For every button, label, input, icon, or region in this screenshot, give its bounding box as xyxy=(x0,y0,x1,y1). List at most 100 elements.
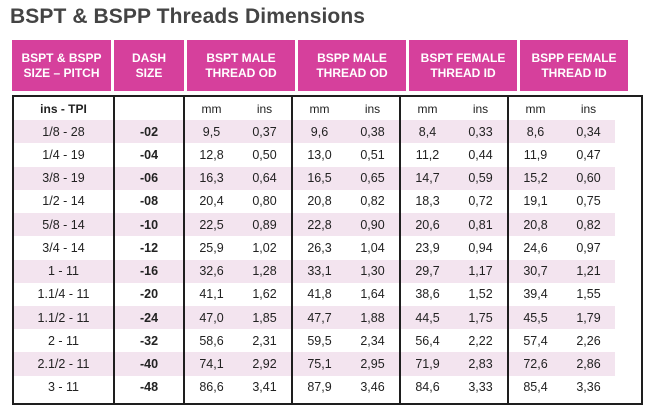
mm-value-cell: 9,5 xyxy=(202,124,221,139)
ins-value-cell: 0,47 xyxy=(576,148,601,163)
table-row: 74,1 2,92 xyxy=(185,352,291,376)
header-bspp-male-od: BSPP MALE THREAD OD xyxy=(298,40,406,91)
mm-value-cell: 45,5 xyxy=(523,310,548,325)
ins-value-cell: 1,28 xyxy=(252,264,277,279)
mm-value-cell: 32,6 xyxy=(199,264,224,279)
dash-size-cell: -08 xyxy=(139,194,159,209)
ins-value-cell: 1,62 xyxy=(252,287,277,302)
mm-value-cell: 24,6 xyxy=(523,240,548,255)
ins-value-cell: 0,94 xyxy=(468,240,493,255)
table-row: 9,6 0,38 xyxy=(293,120,399,144)
ins-value-cell: 0,37 xyxy=(252,124,277,139)
ins-value-cell: 0,44 xyxy=(468,148,493,163)
subheader-mm: mm xyxy=(417,101,438,116)
table-row: 19,1 0,75 xyxy=(509,190,615,213)
bspp-female-id-column: mm ins 8,6 0,34 11,9 0,47 15,2 0,60 19,1 0,75 20,8… xyxy=(507,97,615,403)
table-row: 11,2 0,44 xyxy=(401,143,507,166)
table-row: 41,8 1,64 xyxy=(293,283,399,306)
ins-value-cell: 2,31 xyxy=(252,333,277,348)
table-row: 44,5 1,75 xyxy=(401,305,507,330)
mm-value-cell: 20,8 xyxy=(307,194,332,209)
mm-value-cell: 8,4 xyxy=(418,124,437,139)
ins-value-cell: 1,02 xyxy=(252,240,277,255)
table-row: 84,6 3,33 xyxy=(401,376,507,399)
ins-value-cell: 0,82 xyxy=(360,194,385,209)
table-row: 8,4 0,33 xyxy=(401,120,507,144)
table-row: 56,4 2,22 xyxy=(401,329,507,352)
ins-value-cell: 1,17 xyxy=(468,264,493,279)
ins-value-cell: 2,26 xyxy=(576,333,601,348)
ins-value-cell: 0,89 xyxy=(252,217,277,232)
ins-value-cell: 0,90 xyxy=(360,217,385,232)
size-pitch-cell: 1.1/4 - 11 xyxy=(37,287,90,302)
table-row: 8,6 0,34 xyxy=(509,120,615,144)
subheader-mm: mm xyxy=(201,101,222,116)
dash-size-cell: -32 xyxy=(139,333,159,348)
size-pitch-cell: 3/8 - 19 xyxy=(14,166,113,190)
table-row: 87,9 3,46 xyxy=(293,376,399,399)
mm-value-cell: 44,5 xyxy=(415,310,440,325)
ins-value-cell: 0,59 xyxy=(468,171,493,186)
ins-value-cell: 1,79 xyxy=(576,310,601,325)
table-row: 20,8 0,82 xyxy=(293,190,399,213)
mm-value-cell: 16,3 xyxy=(199,171,224,186)
mm-value-cell: 8,6 xyxy=(526,124,545,139)
mm-value-cell: 29,7 xyxy=(415,264,440,279)
subheader-mm: mm xyxy=(525,101,546,116)
subheader-blank xyxy=(115,97,183,121)
mm-value-cell: 87,9 xyxy=(307,380,332,395)
subheader-ins: ins xyxy=(256,101,273,116)
mm-value-cell: 41,1 xyxy=(199,287,224,302)
table-row: 22,8 0,90 xyxy=(293,213,399,237)
mm-value-cell: 33,1 xyxy=(307,264,332,279)
ins-value-cell: 2,95 xyxy=(360,357,385,372)
mm-value-cell: 84,6 xyxy=(415,380,440,395)
table-row: 16,5 0,65 xyxy=(293,166,399,190)
table-row: 25,9 1,02 xyxy=(185,236,291,259)
ins-value-cell: 1,85 xyxy=(252,310,277,325)
ins-value-cell: 0,80 xyxy=(252,194,277,209)
ins-value-cell: 0,34 xyxy=(576,124,601,139)
mm-value-cell: 75,1 xyxy=(307,357,332,372)
mm-value-cell: 85,4 xyxy=(523,380,548,395)
table-row: 30,7 1,21 xyxy=(509,259,615,283)
mm-value-cell: 41,8 xyxy=(307,287,332,302)
mm-value-cell: 22,8 xyxy=(307,217,332,232)
ins-value-cell: 1,04 xyxy=(360,240,385,255)
subheader-ins: ins xyxy=(472,101,489,116)
table-row: 20,8 0,82 xyxy=(509,213,615,237)
mm-value-cell: 74,1 xyxy=(199,357,224,372)
mm-value-cell: 15,2 xyxy=(523,171,548,186)
ins-value-cell: 2,86 xyxy=(576,357,601,372)
dash-size-column: -02 -04 -06 -08 -10 -12 -16 -20 -24 -32 -40 -48 xyxy=(113,97,183,403)
table-row: 13,0 0,51 xyxy=(293,143,399,166)
table-row: 86,6 3,41 xyxy=(185,376,291,399)
size-pitch-cell: 1 - 11 xyxy=(14,259,113,283)
mm-value-cell: 86,6 xyxy=(199,380,224,395)
table-row: 41,1 1,62 xyxy=(185,283,291,306)
table-row: 33,1 1,30 xyxy=(293,259,399,283)
mm-value-cell: 47,0 xyxy=(199,310,224,325)
bspt-male-od-column: mm ins 9,5 0,37 12,8 0,50 16,3 0,64 20,4 0,80 22,5… xyxy=(183,97,291,403)
ins-value-cell: 1,55 xyxy=(576,287,601,302)
mm-value-cell: 11,9 xyxy=(523,148,548,163)
size-pitch-cell: 2 - 11 xyxy=(47,333,80,348)
ins-value-cell: 3,46 xyxy=(360,380,385,395)
mm-value-cell: 56,4 xyxy=(415,333,440,348)
ins-value-cell: 2,92 xyxy=(252,357,277,372)
table-row: 18,3 0,72 xyxy=(401,190,507,213)
dash-size-cell: -24 xyxy=(115,305,183,330)
table-row: 22,5 0,89 xyxy=(185,213,291,237)
mm-value-cell: 11,2 xyxy=(415,148,440,163)
ins-value-cell: 0,97 xyxy=(576,240,601,255)
dash-size-cell: -16 xyxy=(115,259,183,283)
subheader-units: mm ins xyxy=(401,97,507,121)
bspp-male-od-column: mm ins 9,6 0,38 13,0 0,51 16,5 0,65 20,8 0,82 22,8… xyxy=(291,97,399,403)
ins-value-cell: 0,64 xyxy=(252,171,277,186)
table-row: 11,9 0,47 xyxy=(509,143,615,166)
table-row: 85,4 3,36 xyxy=(509,376,615,399)
mm-value-cell: 71,9 xyxy=(415,357,440,372)
ins-value-cell: 3,33 xyxy=(468,380,493,395)
thread-dimensions-table: ins - TPI 1/8 - 28 1/4 - 19 3/8 - 19 1/2 - 1… xyxy=(12,95,643,405)
table-row: 72,6 2,86 xyxy=(509,352,615,376)
